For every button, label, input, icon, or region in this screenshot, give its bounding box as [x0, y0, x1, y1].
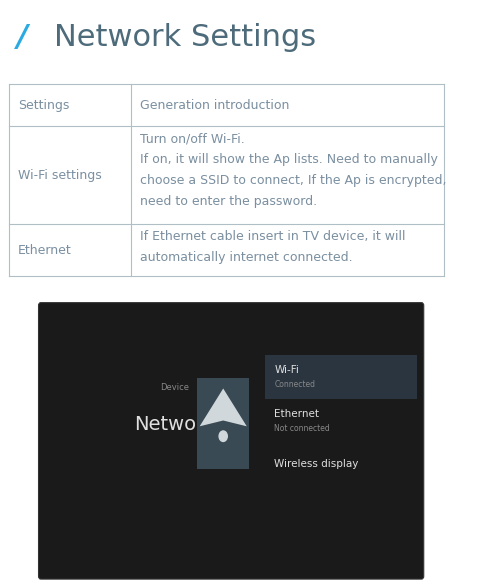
FancyBboxPatch shape — [39, 303, 424, 579]
Text: Network Settings: Network Settings — [54, 23, 316, 52]
Text: Generation introduction: Generation introduction — [141, 99, 290, 112]
Text: Device: Device — [160, 382, 189, 392]
Text: Wireless display: Wireless display — [274, 459, 358, 469]
Text: /: / — [17, 23, 28, 52]
Text: Wi-Fi: Wi-Fi — [274, 365, 299, 375]
Text: If Ethernet cable insert in TV device, it will: If Ethernet cable insert in TV device, i… — [141, 230, 406, 243]
Text: Network: Network — [134, 416, 215, 434]
Text: Connected: Connected — [274, 381, 315, 389]
Text: automatically internet connected.: automatically internet connected. — [141, 251, 353, 264]
FancyBboxPatch shape — [197, 378, 249, 469]
Text: If on, it will show the Ap lists. Need to manually: If on, it will show the Ap lists. Need t… — [141, 153, 439, 166]
Text: Not connected: Not connected — [274, 424, 330, 433]
Text: choose a SSID to connect, If the Ap is encrypted,: choose a SSID to connect, If the Ap is e… — [141, 174, 447, 187]
Text: Ethernet: Ethernet — [274, 409, 319, 418]
FancyBboxPatch shape — [265, 355, 417, 399]
Circle shape — [219, 431, 227, 441]
Polygon shape — [199, 389, 247, 426]
Text: Settings: Settings — [18, 99, 69, 112]
Text: need to enter the password.: need to enter the password. — [141, 195, 318, 208]
Text: Turn on/off Wi-Fi.: Turn on/off Wi-Fi. — [141, 132, 245, 145]
Text: Ethernet: Ethernet — [18, 244, 72, 257]
Text: Wi-Fi settings: Wi-Fi settings — [18, 169, 102, 182]
